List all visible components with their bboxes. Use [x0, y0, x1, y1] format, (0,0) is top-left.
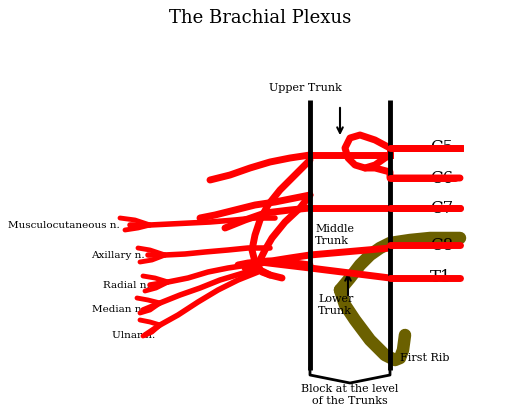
Text: First Rib: First Rib	[400, 353, 450, 363]
Text: C7: C7	[430, 199, 453, 216]
Text: Ulnar n.: Ulnar n.	[111, 330, 155, 339]
Text: C5: C5	[430, 140, 453, 157]
Text: Upper Trunk: Upper Trunk	[268, 83, 341, 93]
Text: The Brachial Plexus: The Brachial Plexus	[169, 9, 351, 27]
Text: Median n.: Median n.	[92, 306, 145, 314]
Text: T1: T1	[430, 269, 452, 286]
Text: C6: C6	[430, 169, 453, 187]
Text: Radial n.: Radial n.	[103, 281, 150, 290]
Text: Lower
Trunk: Lower Trunk	[318, 294, 353, 316]
Text: C8: C8	[430, 236, 453, 253]
Text: Axillary n.: Axillary n.	[91, 250, 145, 260]
Text: Middle
Trunk: Middle Trunk	[315, 224, 354, 246]
Text: Block at the level
of the Trunks: Block at the level of the Trunks	[301, 384, 399, 406]
Text: Musculocutaneous n.: Musculocutaneous n.	[8, 220, 120, 229]
